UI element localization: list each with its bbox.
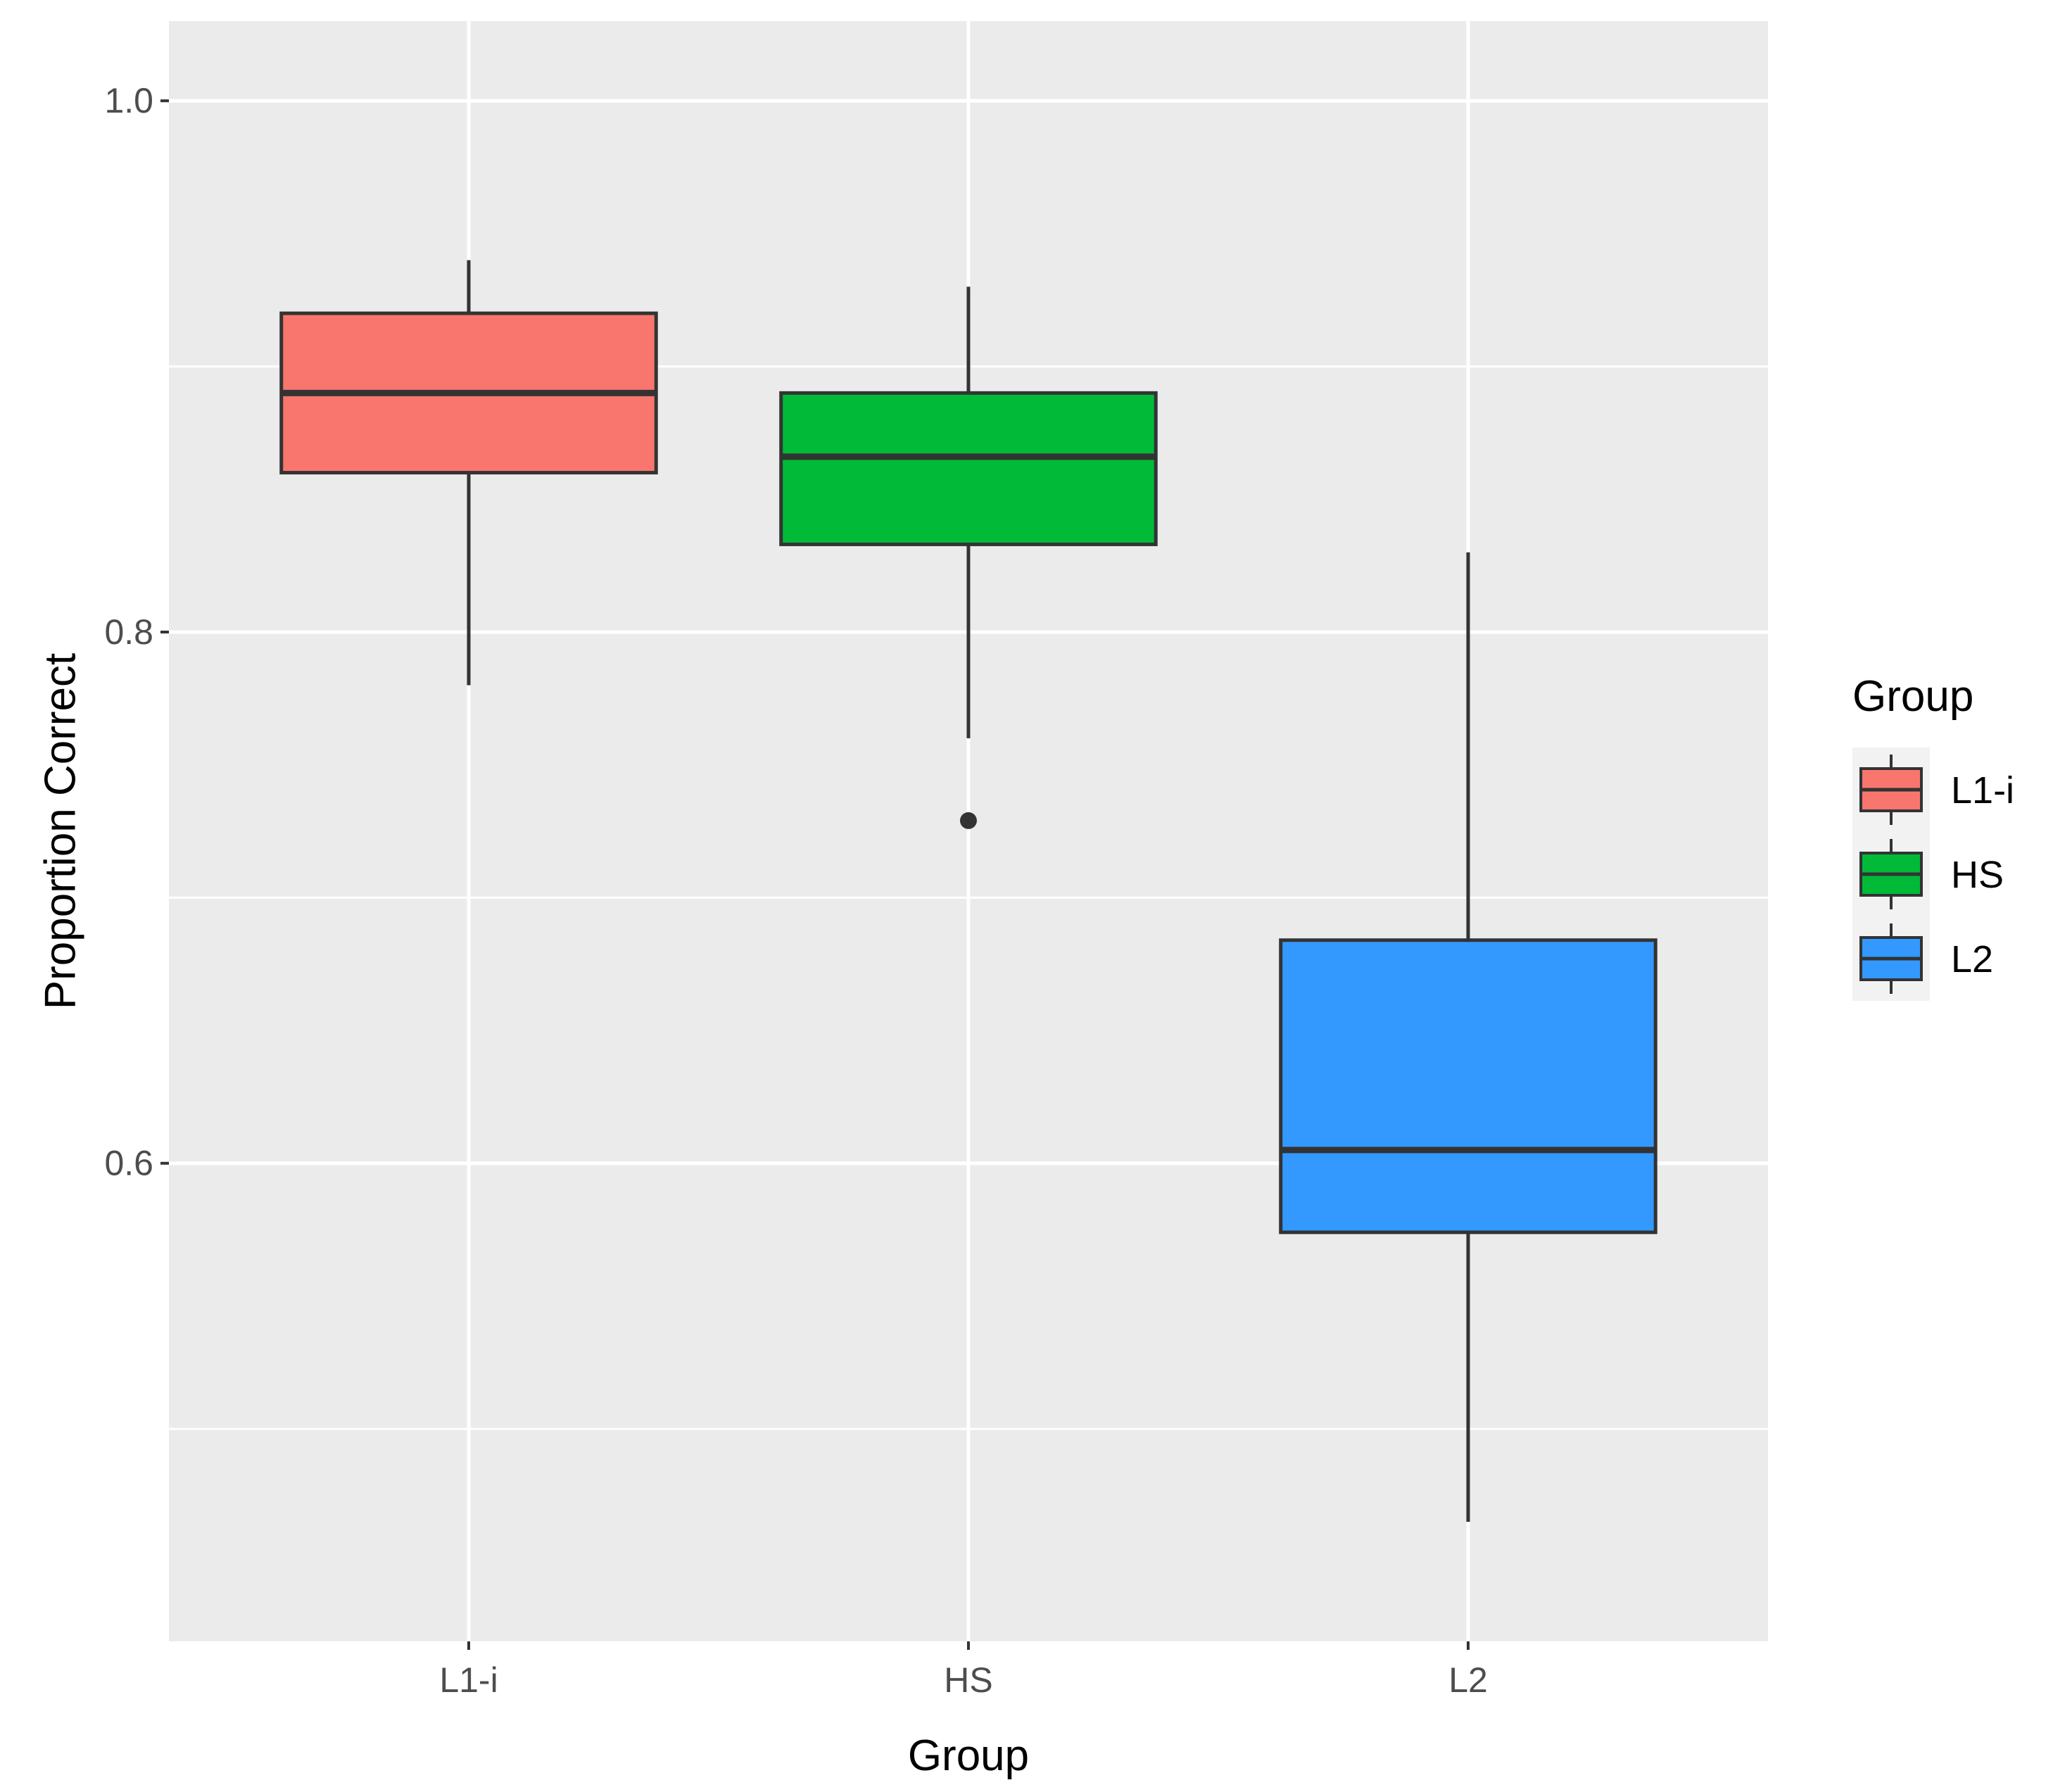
box-series <box>279 260 1657 1522</box>
x-axis: L1-i HS L2 <box>439 1641 1488 1700</box>
legend-entry: L1-i <box>1859 755 2014 825</box>
y-tick-label: 1.0 <box>104 81 153 120</box>
legend-label: L1-i <box>1951 769 2014 812</box>
legend: Group L1-i HS L2 <box>1852 672 2014 1001</box>
legend-entry: HS <box>1859 839 2004 909</box>
y-tick-label: 0.8 <box>104 612 153 652</box>
legend-entry: L2 <box>1859 923 1993 994</box>
box-body <box>1279 938 1657 1235</box>
y-tick-label: 0.6 <box>104 1144 153 1183</box>
legend-label: L2 <box>1951 938 1993 980</box>
x-axis-title: Group <box>908 1731 1029 1780</box>
box-l2 <box>1279 552 1657 1522</box>
box-l1-i <box>279 260 658 686</box>
x-tick-label: HS <box>944 1660 992 1700</box>
box-hs <box>779 286 1158 829</box>
x-tick-label: L2 <box>1448 1660 1488 1700</box>
y-axis: 0.6 0.8 1.0 <box>104 81 169 1183</box>
x-tick-label: L1-i <box>439 1660 498 1700</box>
outlier-point <box>960 812 977 829</box>
legend-title: Group <box>1852 672 1973 721</box>
y-axis-title: Proportion Correct <box>37 653 85 1010</box>
legend-label: HS <box>1951 854 2004 896</box>
box-body <box>779 391 1158 546</box>
